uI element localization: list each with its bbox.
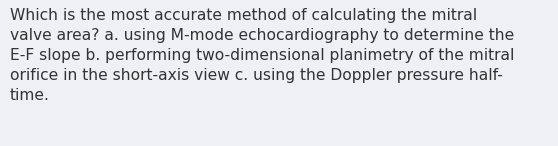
Text: Which is the most accurate method of calculating the mitral
valve area? a. using: Which is the most accurate method of cal…: [10, 8, 514, 103]
